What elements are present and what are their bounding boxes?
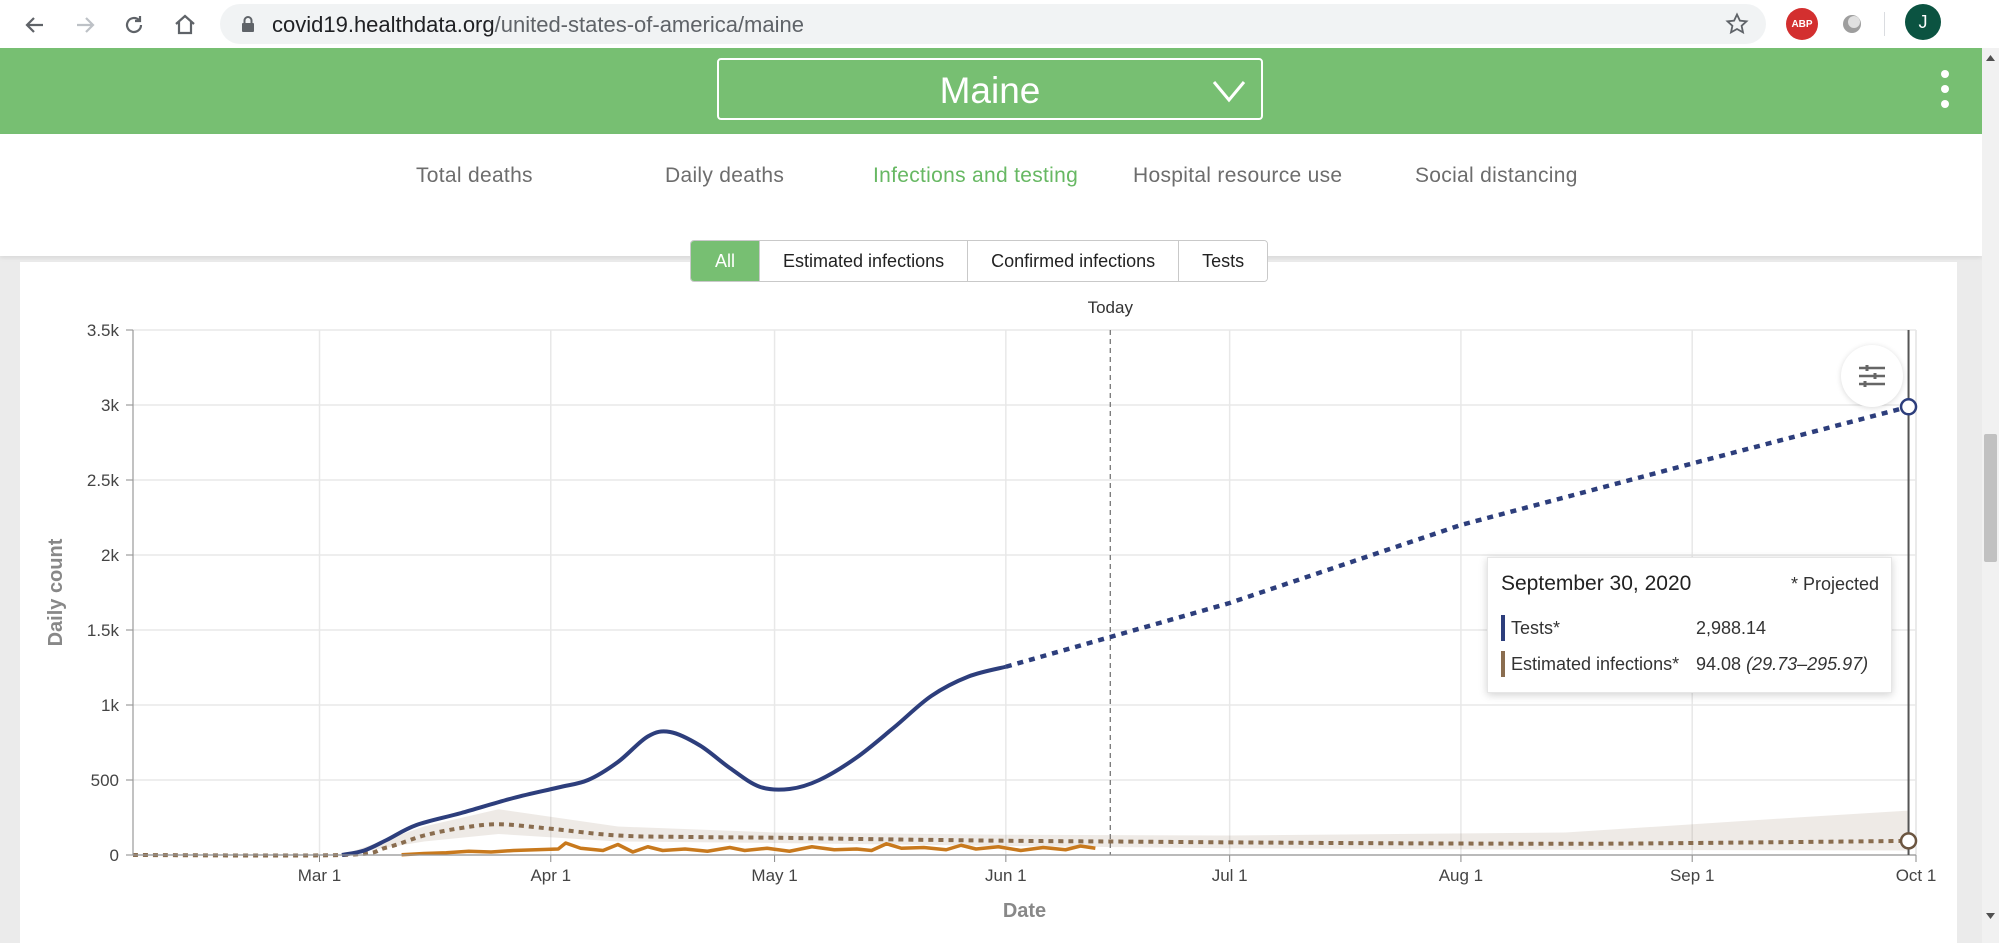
y-tick-label: 500 [91,771,119,790]
location-selector-value: Maine [939,70,1041,111]
x-tick-label: Jun 1 [985,866,1027,885]
url-host: covid19.healthdata.org [272,12,495,37]
tooltip-est-label: Estimated infections* [1511,654,1680,674]
y-tick-label: 2k [101,546,119,565]
browser-toolbar: covid19.healthdata.org/united-states-of-… [0,0,1999,48]
reload-icon [125,16,143,34]
estimated-infections-line [132,822,1909,858]
tab-hospital-resource-use[interactable]: Hospital resource use [1133,164,1343,187]
x-tick-label: Sep 1 [1670,866,1714,885]
back-arrow-icon [25,17,43,33]
tooltip-est-number: 94.08 [1696,654,1742,674]
series-filter: All Estimated infections Confirmed infec… [690,240,1269,282]
today-label: Today [1088,298,1134,317]
lock-icon [242,16,254,32]
x-tick-label: Mar 1 [298,866,341,885]
tooltip-projected-note: * Projected [1790,574,1879,594]
filter-estimated-infections-button[interactable]: Estimated infections [759,241,968,281]
estimated-infections-hover-marker [1899,832,1918,850]
url-path: /united-states-of-america/maine [494,12,804,37]
tab-total-deaths[interactable]: Total deaths [416,164,533,187]
tooltip-est-value: 94.08 (29.73–295.97) [1696,654,1868,675]
y-tick-label: 3k [101,396,119,415]
toolbar-divider [1884,12,1885,36]
circle-extension-icon [1843,15,1861,33]
forward-arrow-icon [77,17,95,33]
reload-button[interactable] [117,8,151,42]
tab-social-distancing[interactable]: Social distancing [1415,164,1578,187]
star-icon[interactable] [1725,12,1749,36]
confirmed-infections-line [401,841,1096,857]
filter-all-button[interactable]: All [691,241,760,281]
tests-hover-marker [1899,398,1918,416]
tooltip-tests-label: Tests* [1511,618,1561,638]
chart-bands [341,809,1909,855]
y-tick-label: 2.5k [87,471,120,490]
scrollbar-thumb[interactable] [1984,434,1997,562]
y-tick-label: 3.5k [87,321,120,340]
scroll-down-icon[interactable] [1985,912,1996,920]
x-tick-label: Oct 1 [1896,866,1937,885]
chart-tooltip: September 30, 2020 * Projected Tests* 2,… [1487,557,1892,693]
y-axis-title: Daily count [45,538,67,646]
url-text: covid19.healthdata.org/united-states-of-… [272,12,804,38]
hover-markers [1899,330,1918,855]
tooltip-tests-value: 2,988.14 [1696,618,1767,638]
tab-infections-testing[interactable]: Infections and testing [873,164,1079,187]
profile-initial: J [1918,11,1928,32]
tooltip-date: September 30, 2020 [1501,572,1692,595]
y-tick-label: 0 [110,846,119,865]
sliders-icon [1859,365,1885,387]
filter-confirmed-infections-button[interactable]: Confirmed infections [967,241,1179,281]
x-tick-label: Jul 1 [1212,866,1248,885]
page-scrollbar[interactable] [1982,48,1999,943]
filter-tests-button[interactable]: Tests [1178,241,1268,281]
profile-avatar[interactable]: J [1905,4,1941,40]
location-header: Maine [0,48,1982,134]
adblock-label: ABP [1791,18,1813,30]
forward-button[interactable] [68,8,102,42]
tooltip-est-range: (29.73–295.97) [1746,654,1869,674]
x-tick-label: Apr 1 [530,866,571,885]
chart-settings-button[interactable] [1841,345,1903,407]
tooltip-tests-swatch [1501,615,1505,641]
more-menu-icon[interactable] [1937,68,1953,110]
tooltip-est-swatch [1501,651,1505,677]
x-tick-label: May 1 [751,866,797,885]
address-bar[interactable]: covid19.healthdata.org/united-states-of-… [220,4,1766,44]
estimated-infections-band [341,809,1909,855]
metric-tabs: Total deaths Daily deaths Infections and… [0,134,1982,256]
scroll-up-icon[interactable] [1985,54,1996,62]
chevron-down-icon [1212,81,1246,103]
chart-lines [132,404,1910,858]
page-content: Maine Total deaths Daily deaths Infectio… [0,48,1982,943]
back-button[interactable] [18,8,52,42]
x-tick-label: Aug 1 [1439,866,1483,885]
home-button[interactable] [168,8,202,42]
location-selector[interactable]: Maine [717,58,1263,120]
extension-icon[interactable] [1836,8,1868,40]
y-tick-label: 1.5k [87,621,120,640]
adblock-extension-icon[interactable]: ABP [1786,8,1818,40]
tab-daily-deaths[interactable]: Daily deaths [665,164,785,187]
tests-line [341,664,1007,857]
chart-axes: Mar 1 Apr 1 May 1 Jun 1 Jul 1 Aug 1 Sep 1 Oct 1… [87,321,1936,885]
home-icon [175,14,195,35]
y-tick-label: 1k [101,696,119,715]
x-axis-title: Date [1003,900,1046,922]
